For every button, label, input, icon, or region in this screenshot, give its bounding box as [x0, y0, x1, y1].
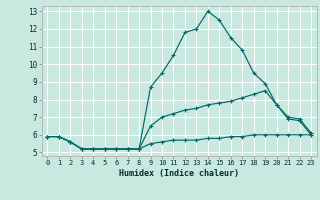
X-axis label: Humidex (Indice chaleur): Humidex (Indice chaleur) [119, 169, 239, 178]
